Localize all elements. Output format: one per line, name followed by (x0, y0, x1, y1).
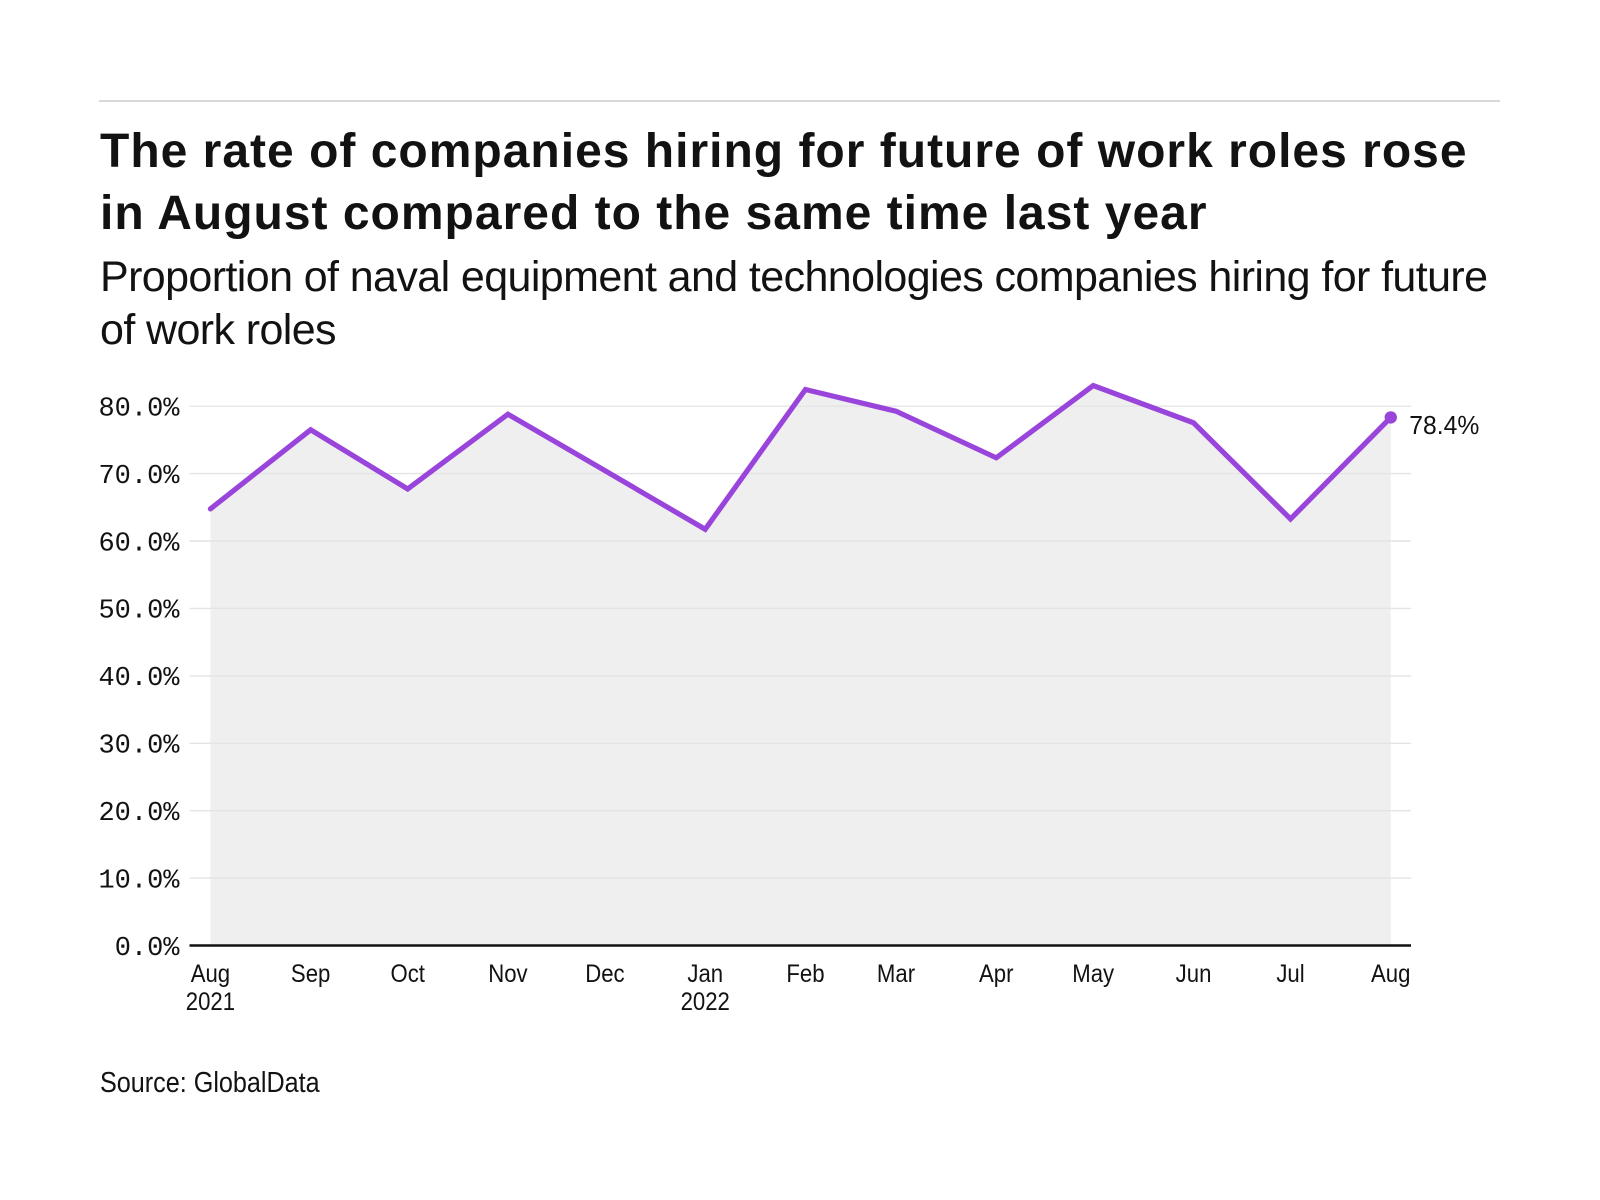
svg-text:0.0%: 0.0% (115, 934, 181, 964)
svg-text:60.0%: 60.0% (98, 529, 180, 559)
svg-text:2022: 2022 (681, 989, 730, 1017)
svg-text:70.0%: 70.0% (98, 462, 180, 492)
svg-text:Jan: Jan (687, 961, 723, 989)
svg-text:Aug: Aug (191, 961, 230, 989)
svg-text:Oct: Oct (390, 961, 425, 989)
svg-text:Mar: Mar (877, 961, 915, 989)
svg-text:Apr: Apr (979, 961, 1014, 989)
svg-text:2021: 2021 (186, 989, 235, 1017)
svg-text:Jul: Jul (1276, 961, 1304, 989)
svg-text:Jun: Jun (1176, 961, 1212, 989)
svg-text:80.0%: 80.0% (98, 395, 180, 425)
svg-text:Feb: Feb (786, 961, 824, 989)
svg-text:Dec: Dec (585, 961, 625, 989)
svg-text:Sep: Sep (291, 961, 330, 989)
svg-text:Aug: Aug (1371, 961, 1410, 989)
svg-text:40.0%: 40.0% (98, 664, 180, 694)
svg-text:May: May (1072, 961, 1114, 989)
svg-text:Nov: Nov (488, 961, 528, 989)
svg-text:10.0%: 10.0% (98, 866, 180, 896)
svg-text:20.0%: 20.0% (98, 799, 180, 829)
svg-text:50.0%: 50.0% (98, 597, 180, 627)
svg-text:78.4%: 78.4% (1409, 412, 1479, 440)
svg-text:30.0%: 30.0% (98, 732, 180, 762)
